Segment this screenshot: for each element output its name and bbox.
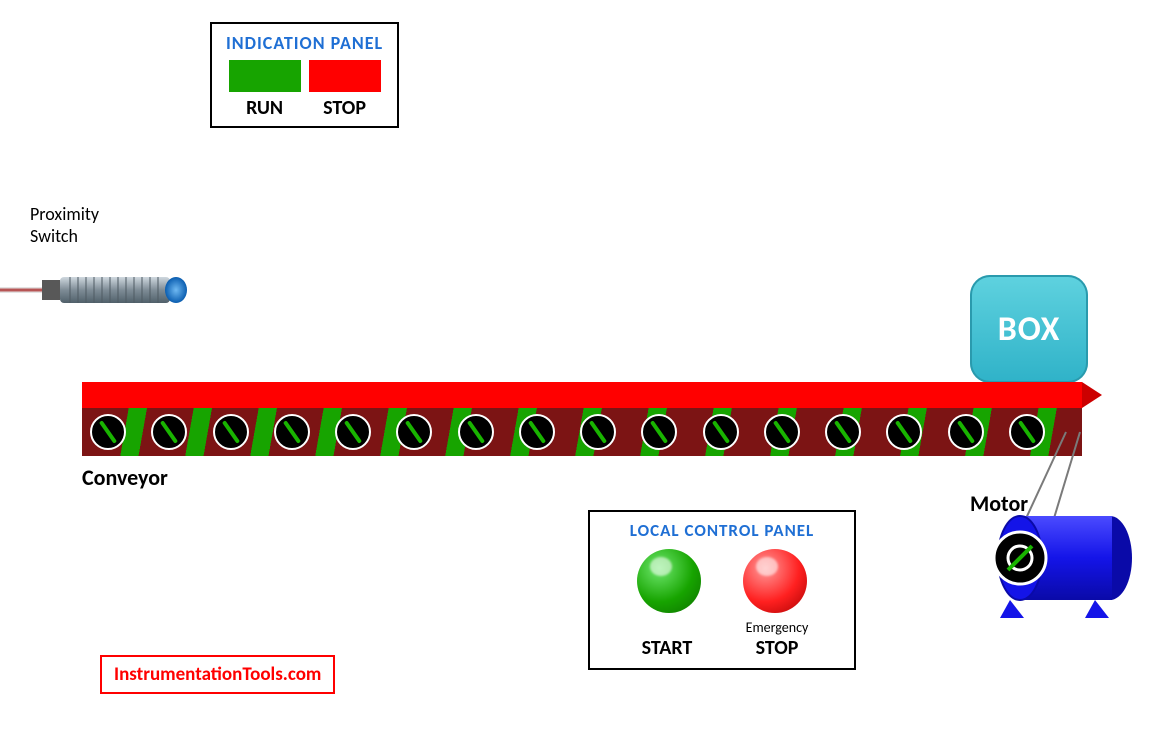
start-button-label: START: [622, 619, 712, 660]
conveyor-roller: [90, 414, 126, 450]
local-control-panel: LOCAL CONTROL PANEL START Emergency STOP: [588, 510, 856, 670]
conveyor-belt-top: [82, 382, 1082, 408]
motor-icon: [980, 408, 1160, 628]
conveyor-roller: [825, 414, 861, 450]
conveyor-label: Conveyor: [82, 464, 1082, 491]
motor-label: Motor: [970, 490, 1028, 517]
stop-label: STOP: [309, 96, 381, 120]
conveyor-roller: [580, 414, 616, 450]
proximity-switch-label: Proximity Switch: [30, 204, 99, 247]
stop-indicator: [309, 60, 381, 92]
conveyor: Conveyor: [82, 382, 1082, 491]
proximity-label-line2: Switch: [30, 225, 78, 247]
conveyor-roller: [886, 414, 922, 450]
local-panel-title: LOCAL CONTROL PANEL: [604, 520, 840, 541]
proximity-sensor-icon: [0, 260, 220, 320]
conveyor-roller: [274, 414, 310, 450]
estop-button-label: Emergency STOP: [732, 619, 822, 660]
run-indicator: [229, 60, 301, 92]
indication-panel: INDICATION PANEL RUN STOP: [210, 22, 399, 128]
conveyor-roller: [948, 414, 984, 450]
conveyor-roller: [213, 414, 249, 450]
run-label: RUN: [229, 96, 301, 120]
watermark: InstrumentationTools.com: [100, 655, 335, 694]
conveyor-roller: [396, 414, 432, 450]
conveyor-roller: [458, 414, 494, 450]
emergency-stop-button[interactable]: [743, 549, 807, 613]
conveyor-roller: [335, 414, 371, 450]
proximity-label-line1: Proximity: [30, 203, 99, 225]
conveyor-frame: [82, 408, 1082, 456]
conveyor-roller: [641, 414, 677, 450]
indication-panel-title: INDICATION PANEL: [226, 32, 383, 54]
conveyor-roller: [519, 414, 555, 450]
conveyor-roller: [703, 414, 739, 450]
box-label: BOX: [998, 309, 1061, 350]
start-button[interactable]: [637, 549, 701, 613]
conveyor-roller: [151, 414, 187, 450]
conveyor-roller: [764, 414, 800, 450]
box: BOX: [970, 275, 1088, 383]
watermark-text: InstrumentationTools.com: [114, 663, 321, 686]
